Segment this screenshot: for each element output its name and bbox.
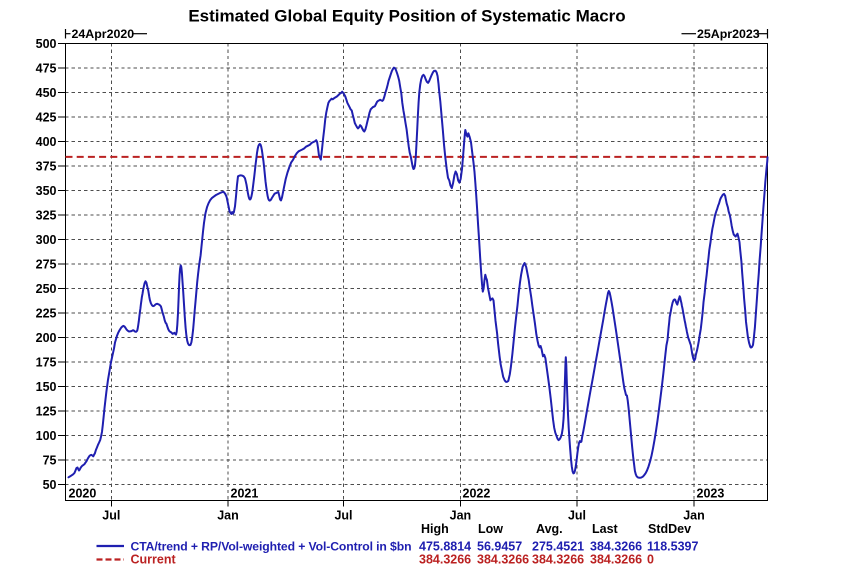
svg-text:175: 175 (36, 355, 57, 369)
svg-text:Jul: Jul (334, 509, 352, 523)
svg-text:250: 250 (36, 282, 57, 296)
svg-text:56.9457: 56.9457 (477, 540, 522, 554)
svg-text:2021: 2021 (231, 487, 259, 501)
svg-text:High: High (421, 522, 449, 536)
svg-text:384.3266: 384.3266 (419, 553, 471, 567)
svg-text:118.5397: 118.5397 (647, 540, 698, 554)
svg-text:450: 450 (36, 86, 57, 100)
svg-text:Current: Current (131, 553, 177, 567)
svg-text:200: 200 (36, 331, 57, 345)
svg-text:384.3266: 384.3266 (590, 540, 642, 554)
svg-text:2020: 2020 (69, 487, 97, 501)
svg-text:Avg.: Avg. (536, 522, 563, 536)
svg-text:24Apr2020: 24Apr2020 (72, 27, 135, 41)
svg-text:275: 275 (36, 257, 57, 271)
svg-text:500: 500 (36, 37, 57, 51)
svg-text:Last: Last (592, 522, 619, 536)
svg-text:Jan: Jan (217, 509, 239, 523)
svg-text:400: 400 (36, 135, 57, 149)
svg-text:Jan: Jan (450, 509, 472, 523)
svg-text:384.3266: 384.3266 (477, 553, 529, 567)
svg-text:275.4521: 275.4521 (532, 540, 584, 554)
svg-text:425: 425 (36, 110, 57, 124)
svg-text:Low: Low (478, 522, 503, 536)
svg-text:2023: 2023 (697, 487, 725, 501)
svg-text:Jul: Jul (102, 509, 120, 523)
svg-text:100: 100 (36, 429, 57, 443)
svg-text:384.3266: 384.3266 (590, 553, 642, 567)
svg-text:475.8814: 475.8814 (419, 540, 471, 554)
svg-text:475: 475 (36, 61, 57, 75)
svg-text:CTA/trend + RP/Vol-weighted +: CTA/trend + RP/Vol-weighted + Vol-Contro… (131, 540, 412, 554)
svg-text:225: 225 (36, 306, 57, 320)
svg-text:StdDev: StdDev (648, 522, 691, 536)
svg-text:125: 125 (36, 405, 57, 419)
svg-text:25Apr2023: 25Apr2023 (697, 27, 760, 41)
svg-text:384.3266: 384.3266 (532, 553, 584, 567)
svg-text:150: 150 (36, 380, 57, 394)
svg-text:Jan: Jan (683, 509, 705, 523)
svg-text:0: 0 (647, 553, 654, 567)
svg-text:Estimated Global Equity Positi: Estimated Global Equity Position of Syst… (188, 7, 625, 26)
svg-text:2022: 2022 (463, 487, 491, 501)
svg-text:50: 50 (43, 478, 57, 492)
svg-text:325: 325 (36, 208, 57, 222)
svg-text:300: 300 (36, 233, 57, 247)
svg-text:75: 75 (43, 454, 57, 468)
svg-text:Jul: Jul (568, 509, 586, 523)
svg-text:375: 375 (36, 159, 57, 173)
svg-text:350: 350 (36, 184, 57, 198)
